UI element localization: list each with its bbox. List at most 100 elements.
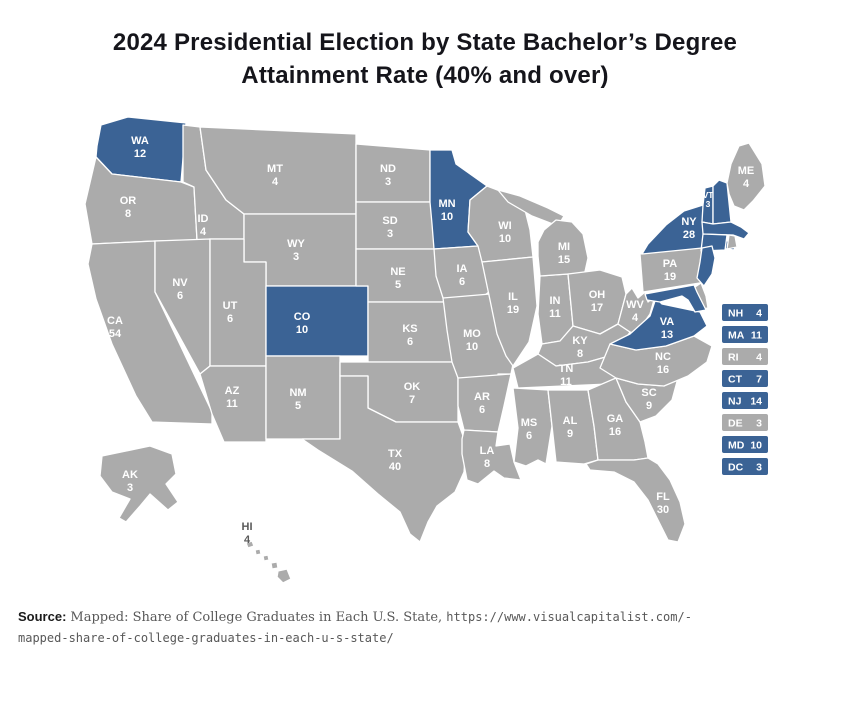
state-rhode-island (726, 234, 738, 250)
side-label-box-nh (722, 304, 768, 321)
side-label-de: DE 3 (722, 414, 768, 431)
state-label-ga: GA 16 (607, 413, 624, 438)
side-votes-ct: 7 (756, 374, 762, 386)
state-label-mn: MN 10 (438, 198, 455, 223)
us-choropleth-map: WA 12 OR 8 CA 54 ID 4 NV 6 UT 6 AZ 11 MT 4 WY 3 CO 10 NM 5 ND 3… (84, 116, 768, 584)
state-arkansas (457, 373, 512, 433)
state-label-va: VA 13 (660, 316, 675, 341)
state-label-ut: UT 6 (223, 300, 238, 325)
state-texas (301, 375, 467, 543)
side-label-md: MD 10 (722, 436, 768, 453)
side-votes-dc: 3 (756, 462, 762, 474)
state-label-ar: AR 6 (474, 391, 490, 416)
state-label-nv: NV 6 (172, 277, 188, 302)
state-label-oh: OH 17 (589, 289, 606, 314)
state-hawaii-island-4 (270, 561, 279, 570)
source-label: Source: (18, 609, 67, 624)
source-url-line-2: mapped-share-of-college-graduates-in-eac… (18, 631, 394, 645)
side-votes-ma: 11 (751, 330, 762, 342)
state-label-tx: TX 40 (388, 448, 403, 473)
state-label-ks: KS 6 (402, 323, 417, 348)
state-label-sd: SD 3 (382, 215, 397, 240)
state-label-nm: NM 5 (289, 387, 306, 412)
side-label-nh: NH 4 (722, 304, 768, 321)
side-abbr-ma: MA (728, 330, 745, 342)
side-label-ct: CT 7 (722, 370, 768, 387)
side-abbr-nj: NJ (728, 396, 742, 408)
state-label-nd: ND 3 (380, 163, 396, 188)
side-label-box-ri (722, 348, 768, 365)
state-label-tn: TN 11 (559, 363, 574, 388)
side-votes-nj: 14 (750, 396, 762, 408)
side-abbr-nh: NH (728, 308, 743, 320)
side-abbr-de: DE (728, 418, 743, 430)
side-label-dc: DC 3 (722, 458, 768, 475)
state-label-mt: MT 4 (267, 163, 283, 188)
side-votes-ri: 4 (756, 352, 762, 364)
chart-title: 2024 Presidential Election by State Bach… (35, 26, 815, 92)
state-alaska (99, 445, 179, 523)
state-label-hi: HI 4 (242, 521, 253, 546)
state-label-wy: WY 3 (287, 238, 305, 263)
state-colorado (265, 285, 369, 357)
side-abbr-ri: RI (728, 352, 739, 364)
side-label-box-ct (722, 370, 768, 387)
state-label-la: LA 8 (480, 445, 495, 470)
state-label-sc: SC 9 (641, 387, 656, 412)
state-label-ok: OK 7 (404, 381, 421, 406)
state-new-hampshire (712, 179, 732, 225)
chart-title-line-1: 2024 Presidential Election by State Bach… (112, 29, 738, 56)
state-new-jersey (696, 245, 716, 287)
state-label-il: IL 19 (507, 291, 519, 316)
state-hawaii-island-3 (262, 554, 270, 562)
side-label-box-ma (722, 326, 768, 343)
source-note: Source: Mapped: Share of College Graduate… (18, 607, 850, 649)
side-abbr-md: MD (728, 440, 745, 452)
state-maryland (644, 284, 707, 313)
source-text: Mapped: Share of College Graduates in Ea… (70, 610, 443, 625)
side-abbr-ct: CT (728, 374, 743, 386)
state-label-al: AL 9 (563, 415, 578, 440)
state-louisiana (461, 429, 522, 485)
state-label-wv: WV 4 (626, 299, 644, 324)
side-label-box-dc (722, 458, 768, 475)
state-label-ky: KY 8 (572, 335, 588, 360)
state-label-wa: WA 12 (131, 135, 149, 160)
state-florida (585, 457, 686, 543)
state-label-id: ID 4 (198, 213, 209, 238)
side-abbr-dc: DC (728, 462, 744, 474)
state-label-ak: AK 3 (122, 469, 138, 494)
side-label-box-de (722, 414, 768, 431)
side-label-box-md (722, 436, 768, 453)
side-label-nj: NJ 14 (722, 392, 768, 409)
state-label-vt: VT 3 (703, 190, 715, 209)
state-label-wi: WI 10 (498, 220, 511, 245)
state-label-ny: NY 28 (681, 216, 697, 241)
state-virginia (609, 297, 708, 351)
side-votes-nh: 4 (756, 308, 762, 320)
state-label-ms: MS 6 (521, 417, 538, 442)
side-label-ri: RI 4 (722, 348, 768, 365)
side-label-box-nj (722, 392, 768, 409)
state-label-me: ME 4 (738, 165, 755, 190)
state-label-ne: NE 5 (390, 266, 405, 291)
state-label-mo: MO 10 (463, 328, 481, 353)
state-label-ia: IA 6 (457, 263, 468, 288)
state-hawaii-island-5 (276, 568, 292, 584)
state-label-az: AZ 11 (225, 385, 240, 410)
state-label-fl: FL 30 (656, 491, 670, 516)
side-votes-md: 10 (750, 440, 762, 452)
state-label-ca: CA 54 (107, 315, 123, 340)
state-hawaii-island-1 (245, 540, 255, 549)
state-label-nc: NC 16 (655, 351, 671, 376)
state-label-or: OR 8 (120, 195, 137, 220)
source-url-line-1: https://www.visualcapitalist.com/- (446, 610, 692, 624)
side-votes-de: 3 (756, 418, 762, 430)
state-hawaii-island-2 (254, 548, 262, 556)
state-maine (726, 142, 766, 211)
state-label-mi: MI 15 (558, 241, 570, 266)
side-label-ma: MA 11 (722, 326, 768, 343)
state-illinois (481, 256, 538, 367)
state-label-pa: PA 19 (663, 258, 678, 283)
state-label-co: CO 10 (294, 311, 311, 336)
